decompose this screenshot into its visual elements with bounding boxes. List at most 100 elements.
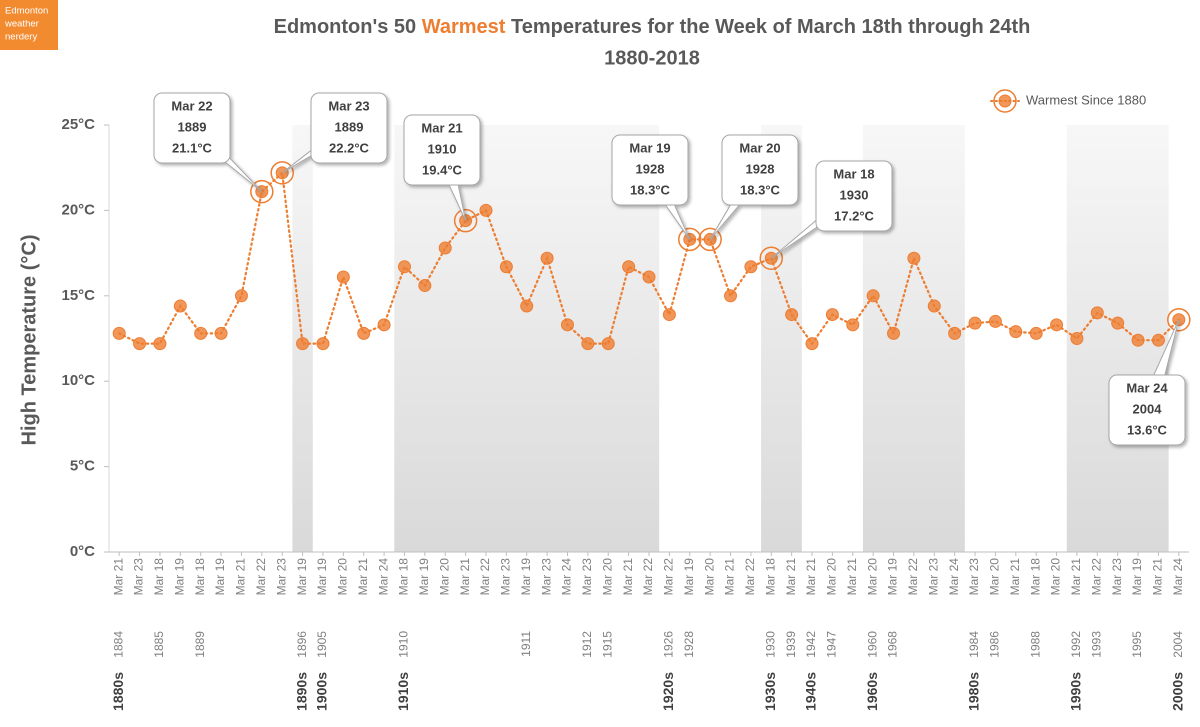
title-part: Edmonton's 50	[274, 16, 422, 38]
decade-label: 1980s	[966, 672, 982, 711]
callout-year: 1889	[178, 119, 207, 134]
x-tick-label: Mar 23	[926, 558, 940, 596]
x-tick-label: Mar 19	[172, 558, 186, 596]
x-tick-label: Mar 22	[743, 558, 757, 596]
x-tick-label: Mar 23	[539, 558, 553, 596]
callout-cover	[817, 162, 891, 230]
data-point	[887, 326, 901, 340]
x-tick-label: Mar 21	[723, 558, 737, 596]
year-label: 1993	[1089, 631, 1103, 658]
data-point	[397, 260, 411, 274]
callout-date: Mar 24	[1126, 380, 1168, 395]
x-tick-label: Mar 18	[763, 558, 777, 596]
x-tick-label: Mar 20	[1049, 558, 1063, 596]
x-tick-label: Mar 18	[1028, 558, 1042, 596]
x-tick-label: Mar 22	[1089, 558, 1103, 596]
decade-band	[1066, 125, 1169, 552]
x-tick-label: Mar 21	[458, 558, 472, 596]
data-point	[296, 337, 310, 351]
x-tick-label: Mar 23	[967, 558, 981, 596]
callout-cover	[155, 94, 229, 162]
year-label: 1984	[967, 631, 981, 658]
x-tick-label: Mar 22	[478, 558, 492, 596]
year-label: 1884	[111, 631, 125, 658]
year-label: 1992	[1069, 631, 1083, 658]
callout-year: 1910	[428, 141, 457, 156]
data-point	[724, 289, 738, 303]
callout-cover	[1110, 376, 1184, 444]
decade-label: 1940s	[803, 672, 819, 711]
x-tick-label: Mar 20	[336, 558, 350, 596]
data-point	[377, 318, 391, 332]
x-tick-label: Mar 23	[580, 558, 594, 596]
data-point	[438, 241, 452, 255]
x-tick-label: Mar 19	[295, 558, 309, 596]
y-tick-label: 20°C	[61, 201, 95, 218]
callout-date: Mar 23	[328, 98, 369, 113]
x-tick-label: Mar 24	[1171, 558, 1185, 596]
callout-year: 1928	[636, 161, 665, 176]
decade-label: 1890s	[293, 672, 309, 711]
data-point	[1111, 316, 1125, 330]
year-label: 2004	[1171, 631, 1185, 658]
year-label: 1960	[865, 631, 879, 658]
data-point	[988, 314, 1002, 328]
x-tick-label: Mar 18	[397, 558, 411, 596]
x-tick-label: Mar 24	[376, 558, 390, 596]
year-label: 1896	[295, 631, 309, 658]
x-tick-label: Mar 19	[213, 558, 227, 596]
year-label: 1986	[988, 631, 1002, 658]
x-tick-label: Mar 21	[1151, 558, 1165, 596]
x-tick-label: Mar 18	[152, 558, 166, 596]
x-tick-label: Mar 21	[784, 558, 798, 596]
data-point	[112, 326, 126, 340]
year-label: 1928	[682, 631, 696, 658]
data-point	[499, 260, 513, 274]
x-tick-label: Mar 21	[804, 558, 818, 596]
x-tick-label: Mar 20	[702, 558, 716, 596]
x-tick-label: Mar 19	[315, 558, 329, 596]
x-tick-label: Mar 21	[845, 558, 859, 596]
data-point	[948, 326, 962, 340]
data-point	[418, 279, 432, 293]
decade-label: 2000s	[1170, 672, 1186, 711]
data-point	[968, 316, 982, 330]
x-tick-label: Mar 19	[682, 558, 696, 596]
callout-value: 18.3°C	[740, 182, 781, 197]
chart-title: Edmonton's 50 Warmest Temperatures for t…	[274, 16, 1031, 38]
callout-date: Mar 19	[629, 140, 670, 155]
callout-value: 13.6°C	[1127, 422, 1168, 437]
callout-value: 19.4°C	[422, 162, 463, 177]
logo-text: nerdery	[5, 32, 37, 43]
callout-year: 1928	[746, 161, 775, 176]
x-tick-label: Mar 21	[234, 558, 248, 596]
x-tick-label: Mar 22	[641, 558, 655, 596]
year-label: 1912	[580, 631, 594, 658]
chart-subtitle: 1880-2018	[604, 47, 700, 69]
logo-text: weather	[4, 19, 39, 30]
callout-cover	[405, 116, 479, 184]
year-label: 1947	[825, 631, 839, 658]
year-label: 1885	[152, 631, 166, 658]
x-tick-label: Mar 24	[947, 558, 961, 596]
data-point	[1009, 325, 1023, 339]
x-tick-label: Mar 22	[906, 558, 920, 596]
data-point	[662, 308, 676, 322]
highlight-ring	[698, 227, 722, 252]
x-tick-label: Mar 21	[111, 558, 125, 596]
x-tick-label: Mar 21	[1008, 558, 1022, 596]
callout-date: Mar 22	[171, 98, 212, 113]
data-point	[805, 337, 819, 351]
year-label: 1939	[784, 631, 798, 658]
data-point	[194, 326, 208, 340]
x-tick-label: Mar 21	[621, 558, 635, 596]
data-point	[1151, 333, 1165, 347]
y-tick-label: 10°C	[61, 372, 95, 389]
data-point	[540, 251, 554, 265]
year-label: 1930	[763, 631, 777, 658]
data-point	[133, 337, 147, 351]
data-point	[622, 260, 636, 274]
data-point	[907, 251, 921, 265]
callout-cover	[723, 136, 797, 204]
